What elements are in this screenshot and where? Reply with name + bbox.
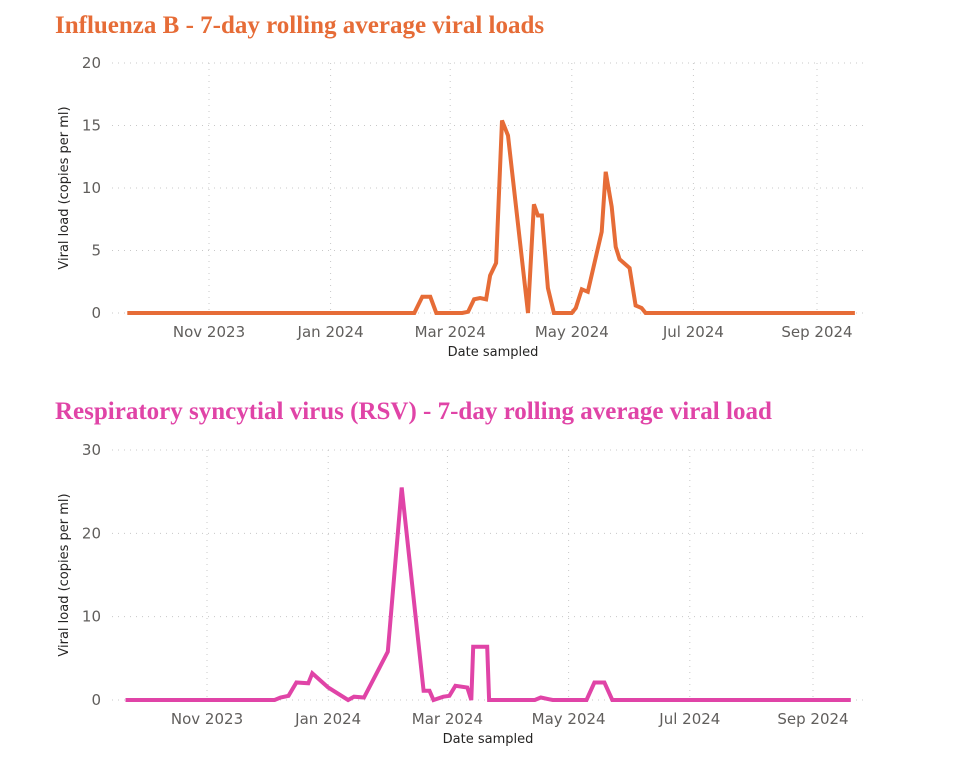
influenza-x-tick-label: Sep 2024 [781, 323, 852, 341]
influenza-x-tick-label: May 2024 [535, 323, 609, 341]
rsv-y-tick-label: 20 [82, 524, 101, 542]
rsv-y-tick-label: 0 [91, 691, 101, 709]
rsv-data-point[interactable] [584, 698, 588, 702]
rsv-data-point[interactable] [469, 698, 473, 702]
rsv-data-point[interactable] [465, 686, 469, 690]
rsv-x-tick-label: Sep 2024 [777, 710, 848, 728]
rsv-y-tick-label: 10 [82, 608, 101, 626]
influenza-x-tick-label: Mar 2024 [415, 323, 486, 341]
rsv-data-point[interactable] [547, 697, 551, 701]
rsv-data-point[interactable] [279, 696, 283, 700]
rsv-data-point[interactable] [346, 698, 350, 702]
rsv-data-point[interactable] [386, 650, 390, 654]
rsv-data-point[interactable] [592, 681, 596, 685]
rsv-data-point[interactable] [447, 694, 451, 698]
rsv-data-point[interactable] [352, 695, 356, 699]
rsv-data-point[interactable] [487, 698, 491, 702]
influenza-x-tick-label: Jan 2024 [297, 323, 364, 341]
rsv-data-point[interactable] [539, 696, 543, 700]
rsv-data-point[interactable] [124, 698, 128, 702]
influenza-x-tick-label: Jul 2024 [662, 323, 724, 341]
rsv-data-point[interactable] [453, 684, 457, 688]
rsv-x-tick-label: May 2024 [532, 710, 606, 728]
rsv-data-point[interactable] [485, 645, 489, 649]
rsv-data-point[interactable] [849, 698, 853, 702]
influenza-y-tick-label: 10 [82, 179, 101, 197]
influenza-x-tick-label: Nov 2023 [173, 323, 245, 341]
rsv-data-point[interactable] [432, 698, 436, 702]
rsv-y-tick-label: 30 [82, 441, 101, 459]
influenza-y-tick-label: 5 [91, 242, 101, 260]
rsv-x-tick-label: Jan 2024 [294, 710, 361, 728]
rsv-data-point[interactable] [471, 645, 475, 649]
influenza-y-tick-label: 0 [91, 304, 101, 322]
rsv-data-point[interactable] [610, 698, 614, 702]
influenza-series-line [127, 119, 855, 315]
influenza-y-axis-title: Viral load (copies per ml) [57, 106, 72, 269]
influenza-y-tick-label: 20 [82, 54, 101, 72]
rsv-data-point[interactable] [422, 689, 426, 693]
rsv-x-axis-title: Date sampled [443, 732, 534, 747]
rsv-data-point[interactable] [286, 694, 290, 698]
rsv-data-point[interactable] [310, 671, 314, 675]
rsv-series-line [125, 487, 851, 703]
rsv-y-axis-title: Viral load (copies per ml) [57, 493, 72, 656]
rsv-data-point[interactable] [294, 681, 298, 685]
influenza-chart: 0 5 10 15 20 Nov 2023 Jan 2024 Mar 2024 May 2024… [57, 54, 866, 360]
rsv-data-point[interactable] [326, 686, 330, 690]
rsv-data-point[interactable] [306, 681, 310, 685]
rsv-data-point[interactable] [362, 696, 366, 700]
influenza-x-axis-title: Date sampled [448, 345, 539, 360]
rsv-data-point[interactable] [441, 695, 445, 699]
rsv-data-point[interactable] [400, 486, 404, 490]
rsv-x-tick-label: Nov 2023 [171, 710, 243, 728]
influenza-chart-title: Influenza B - 7-day rolling average vira… [55, 12, 545, 39]
rsv-data-point[interactable] [602, 681, 606, 685]
rsv-x-tick-label: Jul 2024 [658, 710, 720, 728]
rsv-data-point[interactable] [273, 698, 277, 702]
rsv-x-tick-label: Mar 2024 [412, 710, 483, 728]
influenza-y-tick-label: 15 [82, 117, 101, 135]
rsv-data-point[interactable] [428, 689, 432, 693]
rsv-data-point[interactable] [551, 698, 555, 702]
rsv-chart-title: Respiratory syncytial virus (RSV) - 7-da… [55, 398, 772, 425]
rsv-data-point[interactable] [533, 698, 537, 702]
